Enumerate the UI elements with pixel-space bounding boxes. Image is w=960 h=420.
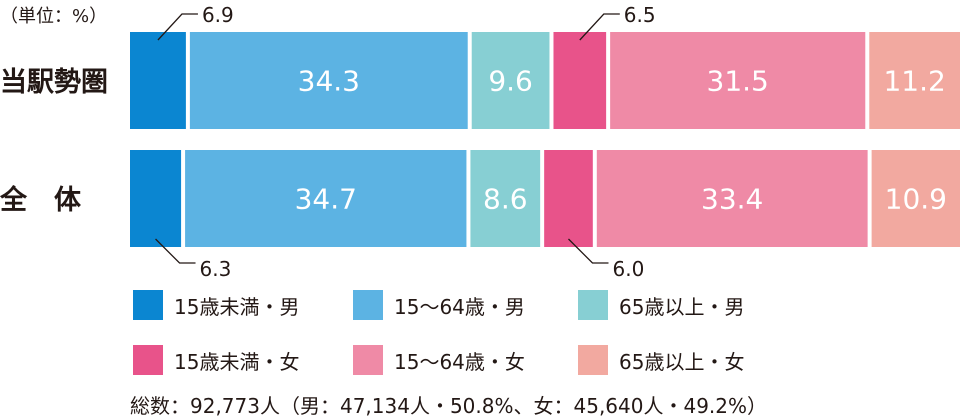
data-label: 11.2 [883,65,945,98]
legend-swatch [578,345,608,375]
bar-segment [869,32,960,129]
legend-item-male-65plus: 65歳以上・男 [578,290,744,320]
data-label: 33.4 [701,183,763,216]
legend-swatch [353,345,383,375]
legend-swatch [353,290,383,320]
bar-segment [596,150,868,247]
callout-leader [568,238,609,264]
legend-item-male-under15: 15歳未満・男 [133,290,299,320]
data-label: 9.6 [488,65,533,98]
callout-leader [155,238,196,264]
callout-label: 6.9 [202,3,234,27]
bar-segment [130,150,182,247]
bar-segment [470,150,541,247]
row-label-total: 全 体 [0,185,81,216]
callout-label: 6.0 [612,257,644,281]
unit-label: （単位：%） [0,6,108,27]
data-label: 8.6 [483,183,528,216]
bar-segment [610,32,866,129]
bar-segment [130,32,186,129]
legend-item-female-under15: 15歳未満・女 [133,345,299,375]
callout-leader [579,13,620,41]
legend-swatch [133,345,163,375]
total-note: 総数：92,773人（男：47,134人・50.8%、女：45,640人・49.… [130,394,768,418]
bar-segment [471,32,550,129]
data-label: 34.3 [298,65,360,98]
bar-segment [544,150,593,247]
bar-segment [871,150,960,247]
legend-item-male-15-64: 15〜64歳・男 [353,290,525,320]
legend-swatch [578,290,608,320]
bar-segment [185,150,467,247]
stacked-bar-chart: 34.3 9.6 31.5 11.2 6.9 6.5 34.7 8.6 33.4 10.9 6.3 6… [130,3,960,281]
legend-label: 65歳以上・女 [619,349,745,374]
callout-label: 6.5 [624,3,656,27]
legend-label: 15歳未満・男 [174,294,300,319]
legend-item-female-15-64: 15〜64歳・女 [353,345,525,375]
legend-label: 15〜64歳・男 [394,294,525,319]
data-label: 34.7 [295,183,357,216]
legend-label: 15歳未満・女 [174,349,300,374]
data-label: 31.5 [707,65,769,98]
row-label-station: 当駅勢圏 [0,67,108,98]
data-label: 10.9 [885,183,947,216]
legend-label: 15〜64歳・女 [394,349,525,374]
bar-segment [189,32,468,129]
legend-label: 65歳以上・男 [619,294,745,319]
legend-item-female-65plus: 65歳以上・女 [578,345,744,375]
bar-segment [553,32,607,129]
legend-swatch [133,290,163,320]
callout-leader [157,13,198,41]
callout-label: 6.3 [200,257,232,281]
